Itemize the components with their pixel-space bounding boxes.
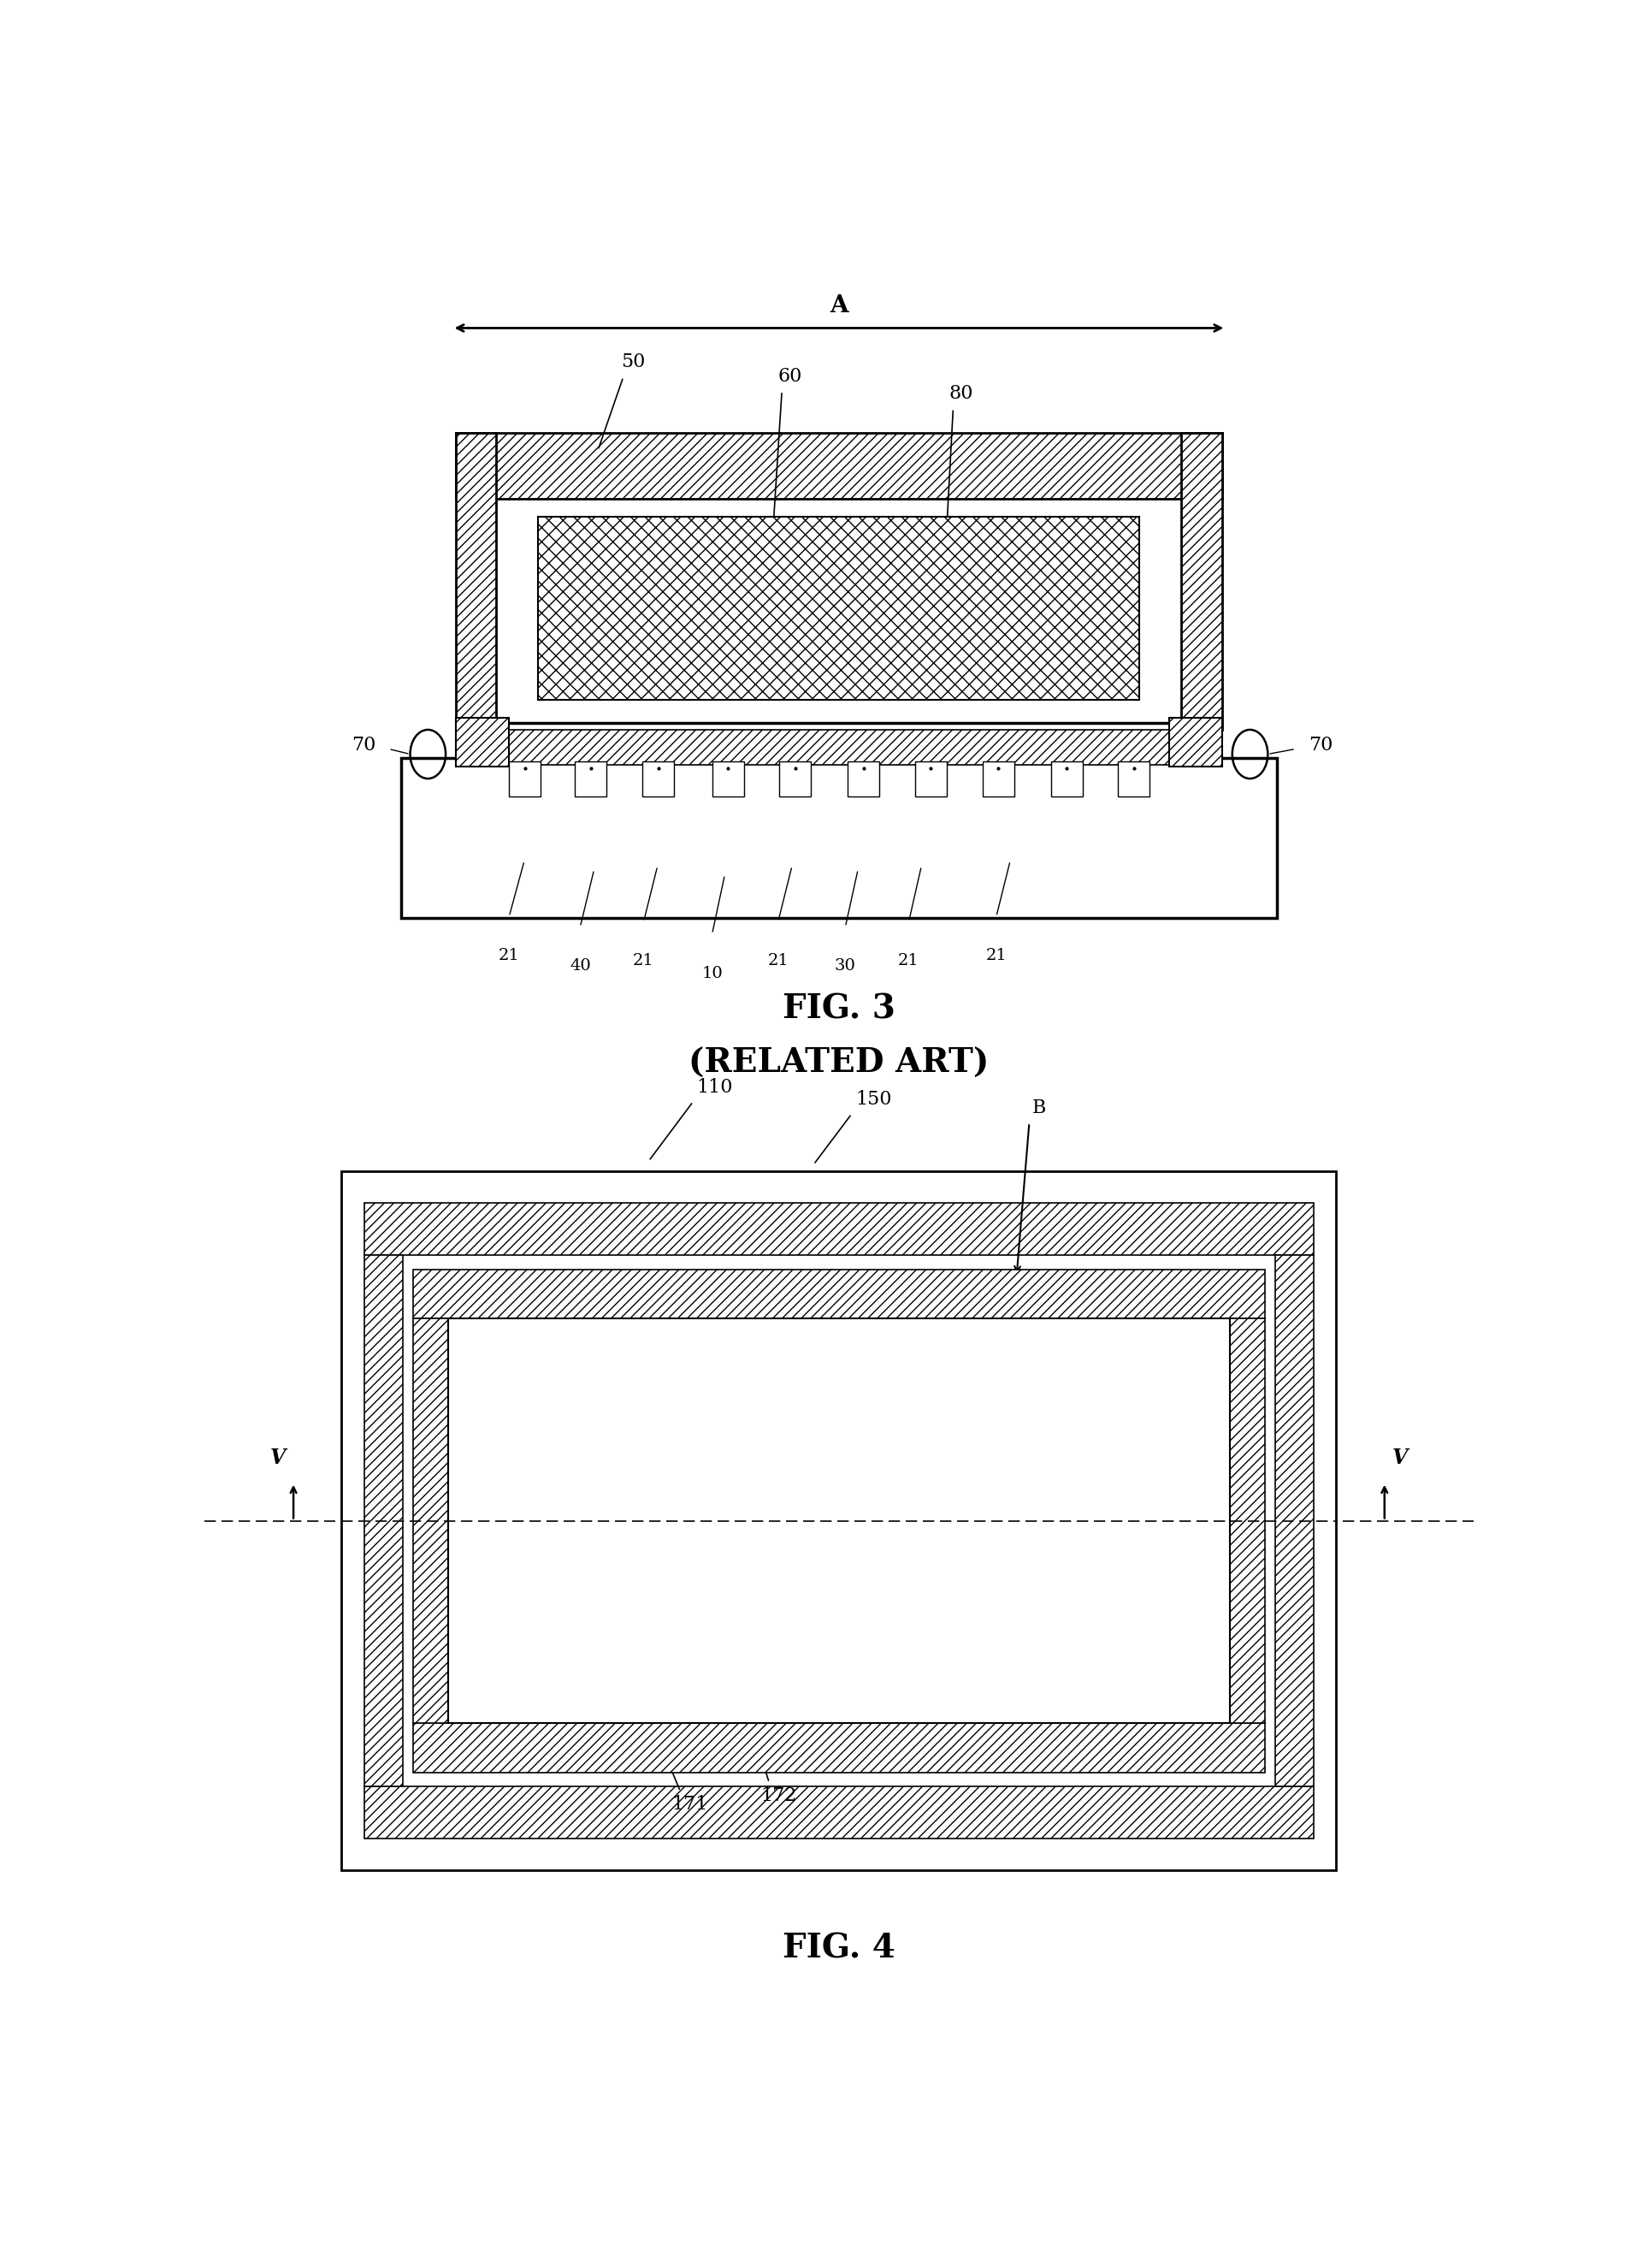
Bar (413, 1270, 1265, 1318)
Text: 171: 171 (671, 1794, 707, 1814)
Text: 80: 80 (949, 383, 974, 404)
Text: 110: 110 (697, 1077, 733, 1095)
Bar (449, 1318, 1229, 1724)
Bar (915, 762, 946, 796)
Text: 21: 21 (634, 953, 655, 968)
Text: FIG. 4: FIG. 4 (782, 1932, 895, 1964)
Bar (642, 762, 674, 796)
Bar (401, 758, 1277, 919)
Bar (575, 762, 607, 796)
Text: (RELATED ART): (RELATED ART) (689, 1048, 989, 1080)
Bar (455, 433, 1223, 499)
Text: 50: 50 (620, 354, 645, 372)
Text: FIG. 3: FIG. 3 (782, 993, 895, 1025)
Bar (413, 1318, 449, 1724)
Text: 150: 150 (856, 1091, 892, 1109)
Text: 172: 172 (760, 1787, 797, 1805)
Text: 21: 21 (899, 953, 920, 968)
Bar (455, 433, 496, 730)
Bar (413, 1724, 1265, 1771)
Bar (1118, 762, 1149, 796)
Bar (982, 762, 1013, 796)
Bar (342, 1173, 1336, 1871)
Bar (509, 730, 1169, 764)
Text: 21: 21 (499, 948, 519, 964)
Bar (1182, 433, 1223, 730)
Text: 70: 70 (1308, 737, 1333, 755)
Text: V: V (1391, 1447, 1408, 1467)
Bar (1051, 762, 1082, 796)
Text: 60: 60 (778, 367, 802, 386)
Bar (1275, 1256, 1313, 1787)
Text: 40: 40 (570, 959, 591, 973)
Text: B: B (1031, 1098, 1046, 1118)
Text: 10: 10 (702, 966, 722, 980)
Text: 21: 21 (985, 948, 1007, 964)
Bar (365, 1787, 1313, 1839)
Bar (848, 762, 879, 796)
Text: A: A (830, 295, 848, 318)
Bar (779, 762, 810, 796)
Bar (365, 1202, 1313, 1256)
Text: V: V (270, 1447, 286, 1467)
Bar (1229, 1318, 1265, 1724)
Bar (712, 762, 743, 796)
Text: 70: 70 (352, 737, 377, 755)
Text: 21: 21 (768, 953, 789, 968)
Bar (455, 717, 509, 767)
Bar (509, 762, 540, 796)
Text: 30: 30 (835, 959, 856, 973)
Bar (365, 1256, 403, 1787)
Bar (1169, 717, 1223, 767)
Bar (539, 517, 1139, 701)
